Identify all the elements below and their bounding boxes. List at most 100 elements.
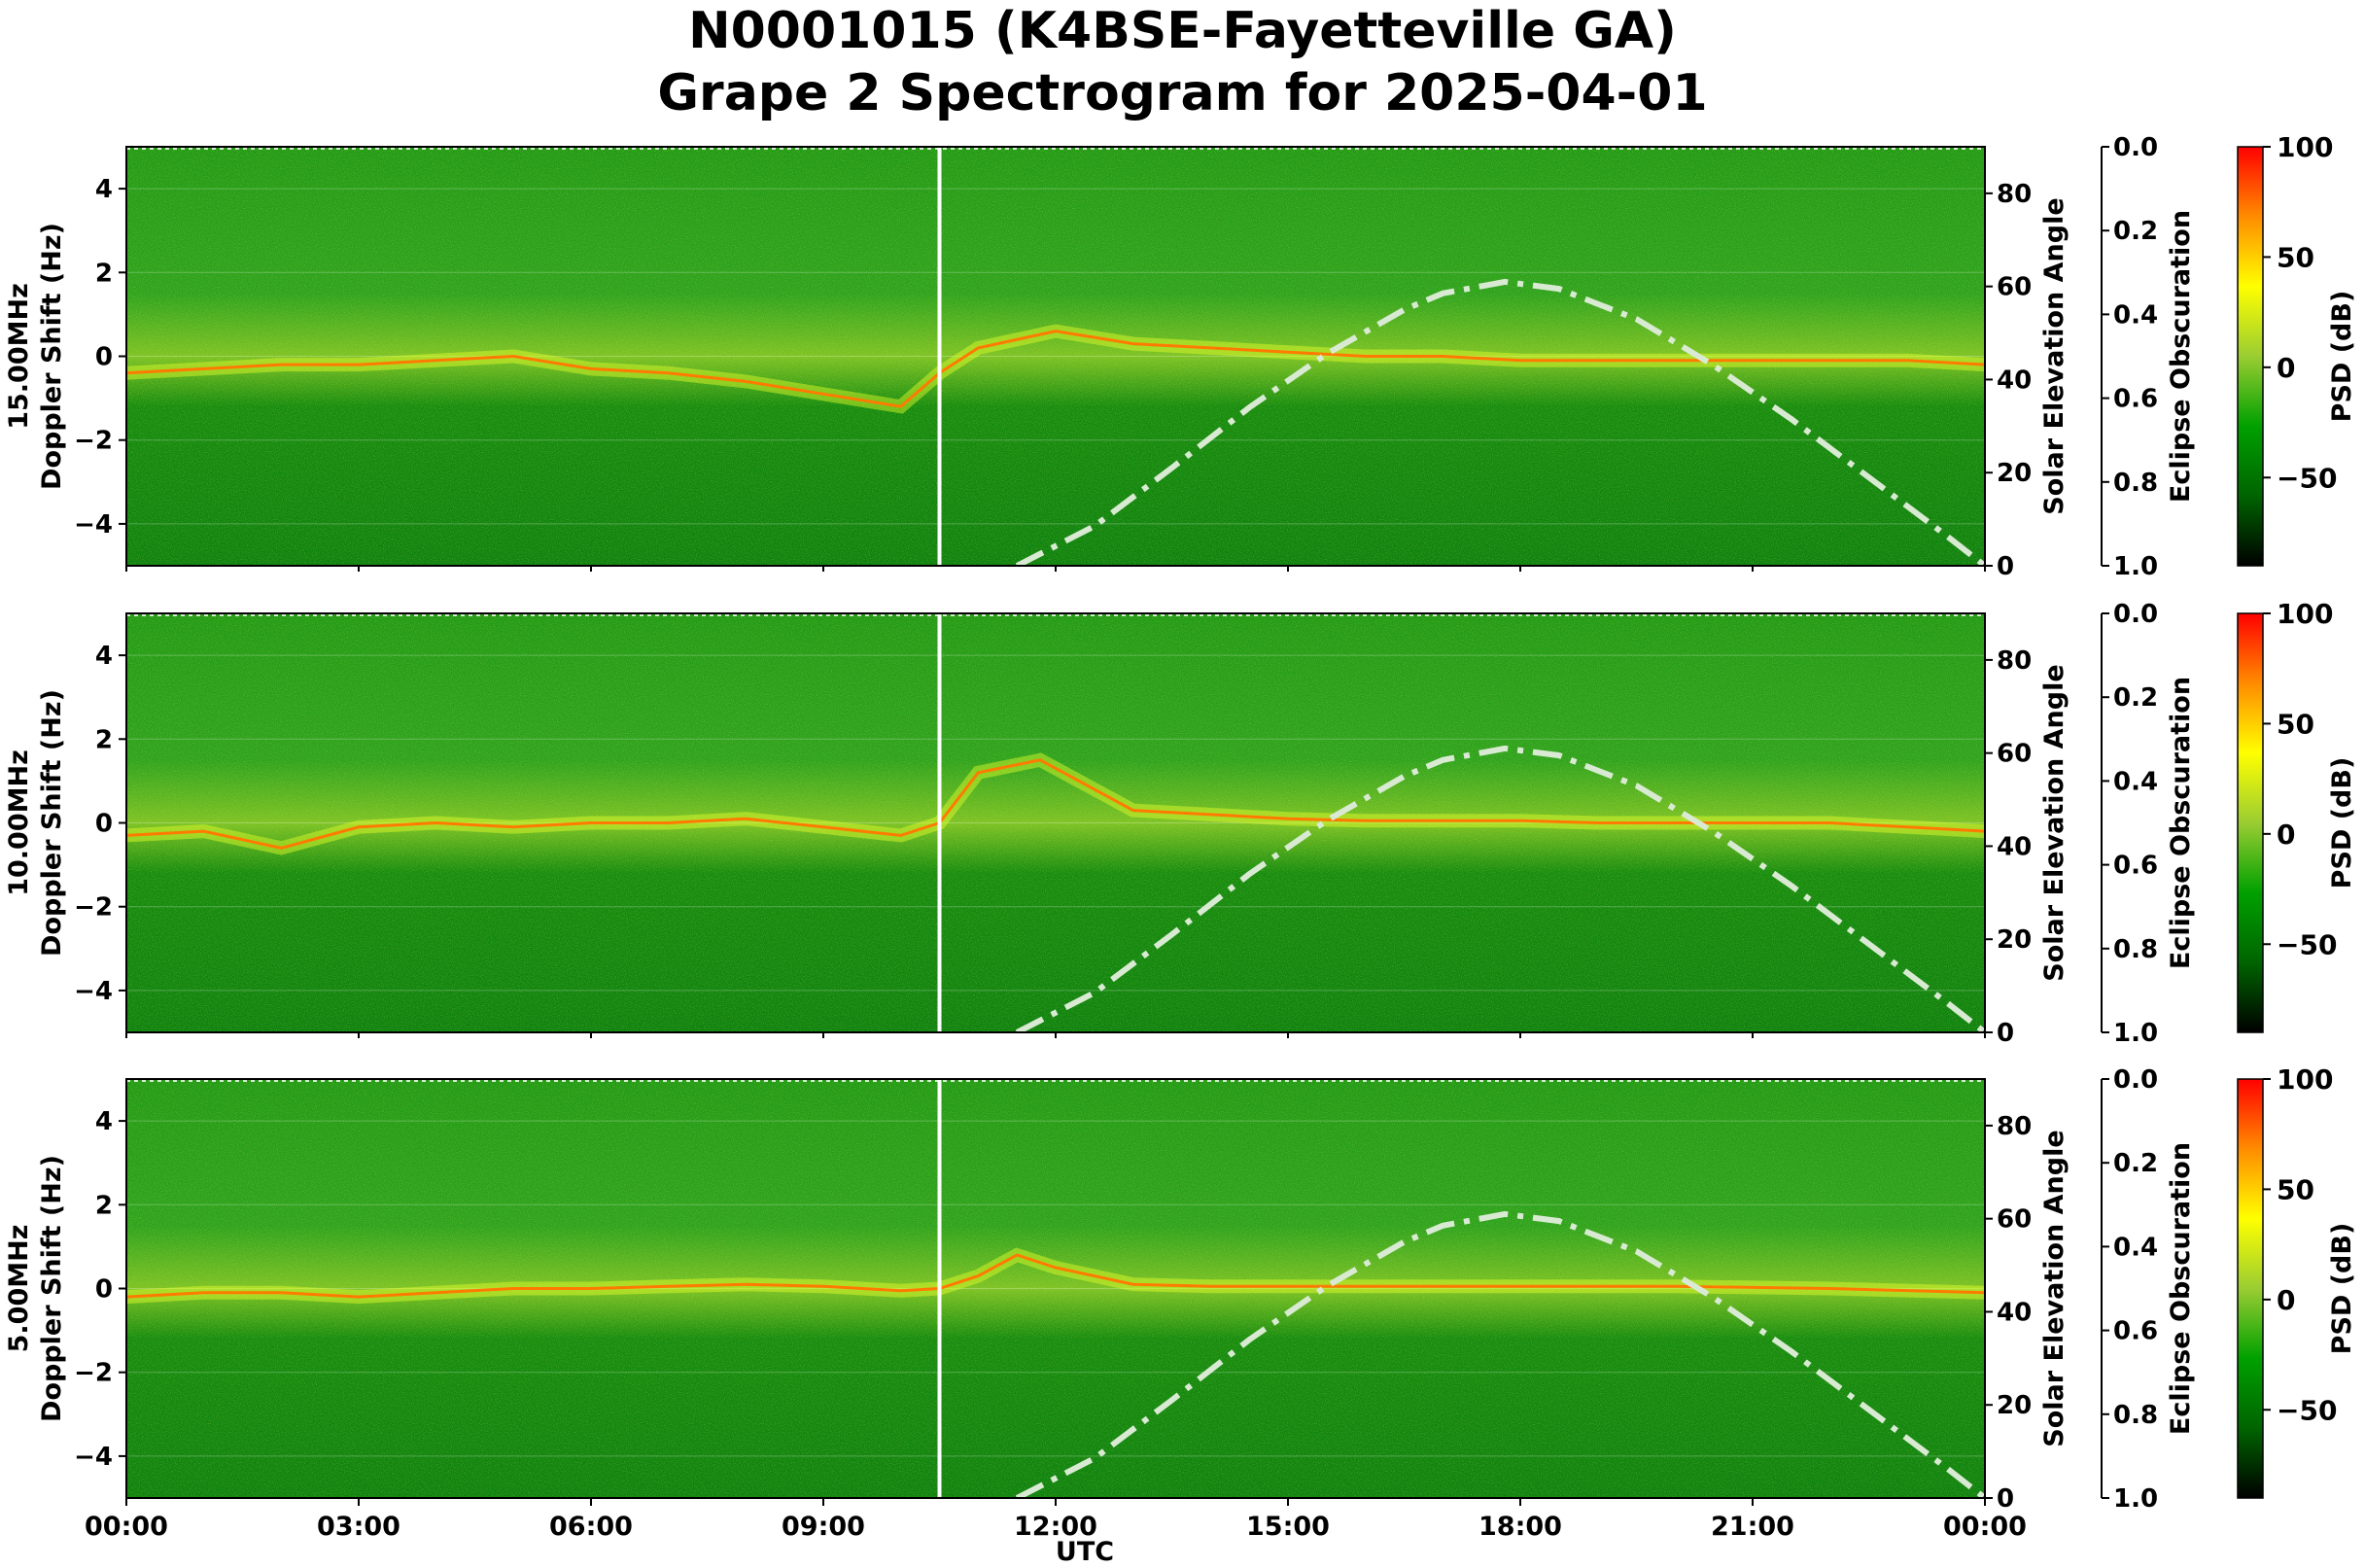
- colorbar-tick-label: 100: [2277, 131, 2333, 163]
- x-tick-label: 03:00: [317, 1512, 400, 1542]
- eclipse-tick-label: 0.8: [2113, 1401, 2158, 1430]
- eclipse-tick-label: 0.4: [2113, 300, 2158, 330]
- panel-15-00mhz: −4 −2 0 2 4 15.00MHz Doppler Shift (Hz) 0 20 40 60…: [4, 131, 2357, 581]
- eclipse-tick-label: 0.8: [2113, 469, 2158, 498]
- colorbar: [2237, 612, 2264, 1033]
- colorbar: [2237, 1078, 2264, 1499]
- doppler-tick-label: 4: [95, 642, 113, 671]
- x-tick-label: 00:00: [85, 1512, 168, 1542]
- doppler-tick-label: 0: [95, 1275, 113, 1305]
- doppler-tick-label: −4: [74, 510, 113, 540]
- x-tick-label: 18:00: [1478, 1512, 1562, 1542]
- doppler-tick-label: 4: [95, 175, 113, 204]
- panel-frequency-label: 10.00MHz: [4, 749, 34, 896]
- solar-tick-label: 0: [1997, 1019, 2014, 1048]
- eclipse-tick-label: 1.0: [2113, 1019, 2158, 1048]
- doppler-axis-label: Doppler Shift (Hz): [37, 223, 67, 490]
- solar-tick-label: 60: [1997, 740, 2032, 769]
- eclipse-tick-label: 0.2: [2113, 683, 2158, 713]
- doppler-tick-label: 0: [95, 810, 113, 839]
- colorbar-tick-label: −50: [2277, 1394, 2337, 1426]
- solar-tick-label: 80: [1997, 1112, 2032, 1141]
- solar-tick-label: 20: [1997, 1391, 2032, 1420]
- doppler-tick-label: −2: [74, 893, 113, 923]
- colorbar-tick-label: 100: [2277, 1063, 2333, 1096]
- solar-tick-label: 20: [1997, 459, 2032, 488]
- doppler-tick-label: 2: [95, 259, 113, 288]
- solar-axis-label: Solar Elevation Angle: [2039, 1130, 2069, 1446]
- doppler-tick-label: 2: [95, 1191, 113, 1220]
- solar-tick-label: 40: [1997, 1298, 2032, 1327]
- eclipse-tick-label: 0.8: [2113, 935, 2158, 964]
- colorbar-label: PSD (dB): [2327, 757, 2357, 889]
- doppler-trace: [126, 330, 1985, 408]
- colorbar-tick-label: −50: [2277, 928, 2337, 960]
- doppler-axis-label: Doppler Shift (Hz): [37, 689, 67, 957]
- doppler-trace: [126, 758, 1985, 850]
- solar-elevation-curve: [1015, 1210, 1985, 1498]
- colorbar-tick-label: 100: [2277, 598, 2333, 630]
- eclipse-tick-label: 0.4: [2113, 767, 2158, 796]
- solar-tick-label: 60: [1997, 1205, 2032, 1235]
- solar-tick-label: 20: [1997, 925, 2032, 955]
- panel-frequency-label: 5.00MHz: [4, 1225, 34, 1353]
- doppler-tick-label: 2: [95, 725, 113, 754]
- panel-10-00mhz: −4 −2 0 2 4 10.00MHz Doppler Shift (Hz) 0 20 40 60…: [4, 598, 2357, 1048]
- panel-frequency-label: 15.00MHz: [4, 283, 34, 430]
- solar-tick-label: 0: [1997, 1484, 2014, 1514]
- solar-axis-label: Solar Elevation Angle: [2039, 664, 2069, 981]
- eclipse-axis-label: Eclipse Obscuration: [2166, 210, 2196, 503]
- eclipse-tick-label: 1.0: [2113, 552, 2158, 581]
- colorbar: [2237, 146, 2264, 567]
- doppler-axis-label: Doppler Shift (Hz): [37, 1155, 67, 1422]
- panel-5-00mhz: −4 −2 0 2 4 5.00MHz Doppler Shift (Hz) 0 20 40 60 8…: [4, 1063, 2357, 1514]
- solar-elevation-curve: [1015, 745, 1985, 1032]
- colorbar-label: PSD (dB): [2327, 291, 2357, 423]
- eclipse-tick-label: 1.0: [2113, 1484, 2158, 1514]
- doppler-tick-label: −2: [74, 427, 113, 456]
- colorbar-tick-label: 0: [2277, 352, 2295, 384]
- colorbar-label: PSD (dB): [2327, 1223, 2357, 1355]
- eclipse-tick-label: 0.0: [2113, 600, 2158, 629]
- doppler-tick-label: −2: [74, 1359, 113, 1388]
- colorbar-tick-label: −50: [2277, 462, 2337, 494]
- x-tick-label: 15:00: [1246, 1512, 1330, 1542]
- doppler-tick-label: −4: [74, 1443, 113, 1472]
- colorbar-tick-label: 0: [2277, 819, 2295, 851]
- colorbar-tick-label: 0: [2277, 1284, 2295, 1316]
- colorbar-tick-label: 50: [2277, 241, 2314, 273]
- solar-tick-label: 60: [1997, 273, 2032, 302]
- solar-elevation-curve: [1015, 278, 1985, 566]
- spectrogram-noise: [126, 147, 1985, 566]
- x-tick-label: 09:00: [782, 1512, 865, 1542]
- eclipse-tick-label: 0.6: [2113, 852, 2158, 881]
- eclipse-tick-label: 0.2: [2113, 1149, 2158, 1178]
- x-tick-label: 21:00: [1711, 1512, 1794, 1542]
- eclipse-tick-label: 0.2: [2113, 217, 2158, 246]
- solar-tick-label: 40: [1997, 832, 2032, 861]
- eclipse-axis-label: Eclipse Obscuration: [2166, 1142, 2196, 1435]
- chart-title-line-2: Grape 2 Spectrogram for 2025-04-01: [657, 64, 1708, 122]
- doppler-trace: [126, 1253, 1985, 1299]
- chart-title-line-1: N0001015 (K4BSE-Fayetteville GA): [688, 2, 1677, 60]
- spectrogram-noise: [126, 1079, 1985, 1498]
- colorbar-tick-label: 50: [2277, 708, 2314, 740]
- doppler-tick-label: 0: [95, 343, 113, 372]
- solar-tick-label: 80: [1997, 180, 2032, 209]
- eclipse-axis-label: Eclipse Obscuration: [2166, 677, 2196, 969]
- solar-tick-label: 80: [1997, 646, 2032, 676]
- eclipse-tick-label: 0.6: [2113, 1317, 2158, 1346]
- x-tick-label: 06:00: [549, 1512, 633, 1542]
- solar-axis-label: Solar Elevation Angle: [2039, 197, 2069, 514]
- x-tick-label: 12:00: [1014, 1512, 1097, 1542]
- eclipse-tick-label: 0.0: [2113, 133, 2158, 162]
- eclipse-tick-label: 0.4: [2113, 1233, 2158, 1262]
- eclipse-tick-label: 0.0: [2113, 1065, 2158, 1095]
- eclipse-tick-label: 0.6: [2113, 385, 2158, 414]
- solar-tick-label: 40: [1997, 366, 2032, 395]
- doppler-tick-label: 4: [95, 1107, 113, 1136]
- colorbar-tick-label: 50: [2277, 1173, 2314, 1205]
- solar-tick-label: 0: [1997, 552, 2014, 581]
- doppler-tick-label: −4: [74, 977, 113, 1006]
